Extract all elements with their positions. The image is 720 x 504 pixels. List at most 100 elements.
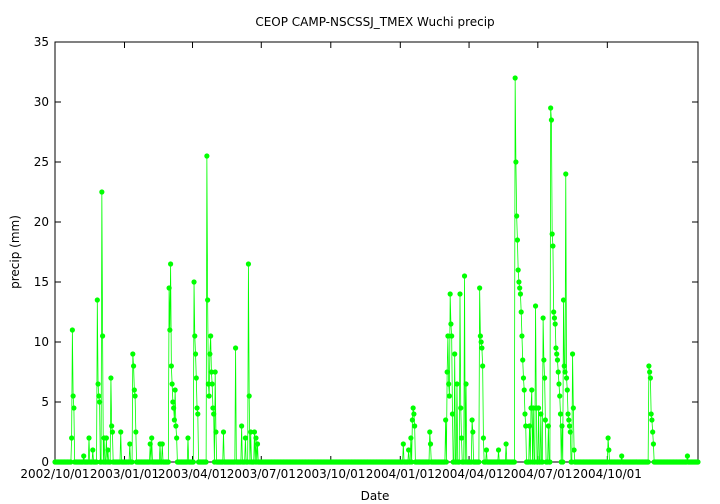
data-point <box>172 387 178 393</box>
data-point <box>555 369 561 375</box>
data-point <box>569 351 576 357</box>
data-point <box>503 441 509 447</box>
y-tick-label: 15 <box>34 275 49 289</box>
data-point <box>109 423 115 429</box>
data-point <box>448 321 454 327</box>
data-point <box>476 459 482 465</box>
x-tick-label: 2003/10/01 <box>296 467 365 481</box>
data-point <box>520 357 526 363</box>
data-point <box>553 345 559 351</box>
data-point <box>449 411 456 417</box>
data-point <box>118 429 124 435</box>
data-point <box>511 459 517 465</box>
data-point <box>556 381 562 387</box>
data-point <box>100 333 106 339</box>
data-point <box>194 405 200 411</box>
data-point <box>239 423 245 429</box>
data-point <box>564 387 570 393</box>
data-point <box>94 297 100 303</box>
data-point <box>130 363 137 369</box>
data-point <box>251 429 258 435</box>
data-point <box>70 393 76 399</box>
data-point <box>559 423 565 429</box>
y-axis: 0 5 10 15 20 25 30 35 <box>34 35 698 469</box>
data-point <box>520 375 527 381</box>
data-point <box>560 459 566 465</box>
data-point <box>619 453 625 459</box>
data-point <box>69 327 75 333</box>
data-point <box>554 351 560 357</box>
data-point <box>168 261 174 267</box>
data-point <box>561 363 567 369</box>
data-point <box>210 405 216 411</box>
data-point <box>166 285 172 291</box>
data-point <box>545 423 551 429</box>
data-point <box>512 75 518 81</box>
data-point <box>105 447 111 453</box>
data-point <box>526 423 533 429</box>
data-point <box>400 441 406 447</box>
data-point <box>130 351 136 357</box>
data-point <box>477 285 483 291</box>
data-point <box>563 375 570 381</box>
data-point <box>542 417 548 423</box>
data-point <box>246 393 252 399</box>
data-point <box>170 399 176 405</box>
data-point <box>167 327 173 333</box>
data-point <box>566 423 573 429</box>
x-tick-label: 2004/01/01 <box>366 467 435 481</box>
data-point <box>248 429 254 435</box>
data-point <box>495 447 502 453</box>
data-point <box>193 375 199 381</box>
data-point <box>169 381 175 387</box>
data-point <box>529 387 535 393</box>
data-point <box>191 279 197 285</box>
data-point <box>95 381 101 387</box>
data-point <box>205 297 211 303</box>
data-point <box>532 303 539 309</box>
data-point <box>209 381 215 387</box>
data-point <box>480 435 487 441</box>
x-tick-label: 2004/07/01 <box>503 467 572 481</box>
series-line <box>55 77 698 463</box>
data-point <box>516 279 522 285</box>
data-point <box>427 429 433 435</box>
data-point <box>521 387 527 393</box>
data-point <box>203 459 209 465</box>
data-point <box>81 453 87 459</box>
data-point <box>409 417 415 423</box>
data-point <box>562 369 568 375</box>
data-point <box>650 429 656 435</box>
data-point <box>539 459 545 465</box>
data-point <box>548 117 555 123</box>
data-point <box>550 243 556 249</box>
data-point <box>519 333 525 339</box>
data-point <box>518 309 524 315</box>
data-point <box>457 291 463 297</box>
data-point <box>410 405 416 411</box>
data-point <box>207 351 213 357</box>
data-point <box>409 459 415 465</box>
data-point <box>173 423 179 429</box>
data-point <box>411 411 417 417</box>
x-tick-label: 2004/10/01 <box>573 467 642 481</box>
data-point <box>647 369 653 375</box>
data-point <box>461 273 468 279</box>
data-point <box>563 171 569 177</box>
data-point <box>213 429 219 435</box>
data-point <box>212 369 218 375</box>
data-point <box>523 423 529 429</box>
data-point <box>549 231 555 237</box>
data-point <box>427 441 434 447</box>
data-point <box>477 333 483 339</box>
data-point <box>168 363 174 369</box>
data-point <box>541 357 547 363</box>
data-point <box>90 447 96 453</box>
data-point <box>109 429 116 435</box>
data-point <box>446 381 452 387</box>
data-point <box>647 375 654 381</box>
data-point <box>646 363 652 369</box>
data-point <box>444 369 450 375</box>
data-point <box>560 297 567 303</box>
